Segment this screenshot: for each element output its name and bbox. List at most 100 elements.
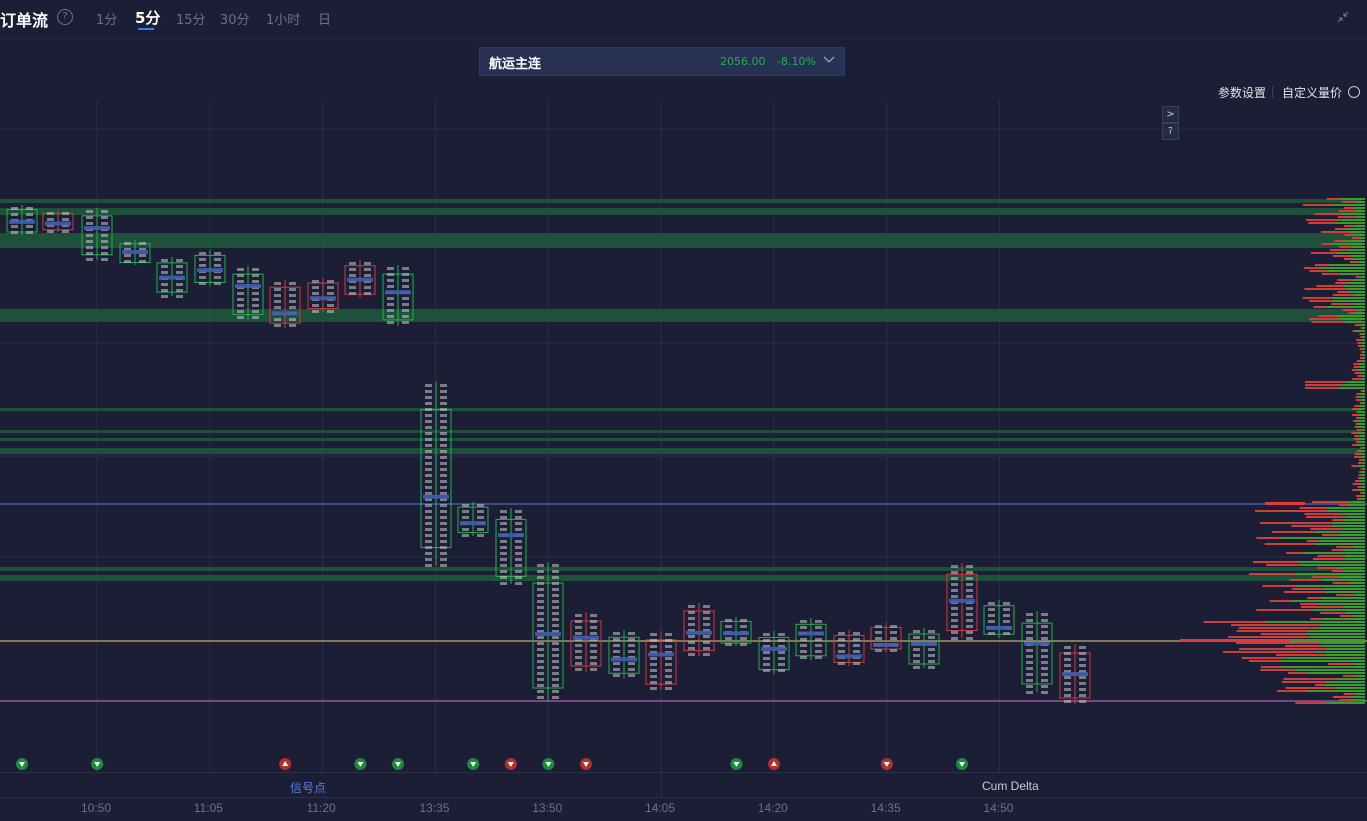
footprint-cell (500, 558, 507, 561)
footprint-cell (387, 303, 394, 306)
volume-profile-buy (1354, 699, 1365, 701)
footprint-cell (237, 274, 244, 277)
footprint-cell (101, 216, 108, 219)
footprint-cell (1064, 670, 1071, 673)
signal-panel-label[interactable]: 信号点 (290, 781, 327, 795)
footprint-cell (613, 632, 620, 635)
footprint-cell (462, 510, 469, 513)
volume-profile-sell (1307, 597, 1322, 599)
footprint-cell (101, 234, 108, 237)
signal-glyph (545, 762, 552, 767)
footprint-cell (139, 242, 146, 245)
footprint-cell (628, 674, 635, 677)
footprint-cell (1041, 667, 1048, 670)
footprint-cell (838, 650, 845, 653)
footprint-cell (214, 264, 221, 267)
footprint-cell (26, 231, 33, 234)
volume-profile-buy (1358, 363, 1365, 365)
collapse-icon[interactable] (1336, 10, 1350, 24)
footprint-cell (890, 625, 897, 628)
volume-profile-sell (1354, 435, 1360, 437)
footprint-cell (462, 504, 469, 507)
footprint-cell (537, 660, 544, 663)
side-help-button[interactable]: ? (1162, 123, 1179, 140)
volume-profile-sell (1236, 630, 1307, 632)
footprint-cell (688, 617, 695, 620)
footprint-cell (477, 528, 484, 531)
footprint-chart[interactable] (0, 100, 1367, 772)
volume-profile-sell (1356, 360, 1363, 362)
footprint-cell (1079, 682, 1086, 685)
volume-profile-buy (1351, 255, 1365, 257)
candle-body (683, 610, 715, 652)
volume-profile-buy (1360, 474, 1365, 476)
volume-profile-sell (1352, 237, 1361, 239)
custom-volume-button[interactable]: 自定义量价 (1282, 86, 1343, 100)
cum-delta-label[interactable]: Cum Delta (982, 779, 1039, 793)
volume-profile-sell (1303, 267, 1319, 269)
footprint-cell (537, 684, 544, 687)
footprint-cell (1041, 679, 1048, 682)
volume-profile-buy (1346, 288, 1365, 290)
footprint-cell (1026, 679, 1033, 682)
footprint-cell (176, 265, 183, 268)
volume-profile-buy (1356, 408, 1365, 410)
params-settings-button[interactable]: 参数设置 (1218, 86, 1267, 100)
volume-profile-buy (1337, 387, 1365, 389)
footprint-cell (237, 292, 244, 295)
footprint-cell (1079, 688, 1086, 691)
volume-profile-sell (1343, 693, 1356, 695)
volume-profile-buy (1294, 669, 1365, 671)
tab-1min[interactable]: 1分 (96, 13, 118, 28)
settings-icon[interactable] (1348, 86, 1360, 98)
footprint-cell (237, 304, 244, 307)
footprint-cell (1003, 620, 1010, 623)
volume-profile-buy (1340, 213, 1365, 215)
footprint-cell (590, 614, 597, 617)
x-tick-label: 13:50 (532, 801, 563, 815)
expand-button[interactable]: > (1162, 106, 1179, 123)
footprint-cell (552, 660, 559, 663)
contract-selector[interactable]: 航运主连 2056.00 -8.10% (479, 47, 845, 76)
volume-profile-sell (1338, 210, 1356, 212)
signal-glyph (733, 762, 740, 767)
tab-5min[interactable]: 5分 (135, 9, 161, 27)
footprint-cell (1026, 655, 1033, 658)
footprint-cell (515, 570, 522, 573)
volume-profile-buy (1321, 645, 1365, 647)
volume-zone-band (0, 199, 1362, 203)
volume-profile-buy (1357, 432, 1365, 434)
volume-profile-sell (1248, 573, 1295, 575)
poc-highlight (986, 625, 1012, 630)
footprint-cell (552, 618, 559, 621)
volume-profile-sell (1344, 207, 1354, 209)
footprint-cell (312, 286, 319, 289)
volume-profile-buy (1362, 348, 1365, 350)
volume-profile-sell (1360, 468, 1363, 470)
tab-1hour[interactable]: 1小时 (266, 13, 301, 28)
help-icon[interactable]: ? (57, 9, 73, 25)
footprint-cell (515, 516, 522, 519)
volume-profile-sell (1311, 321, 1345, 323)
volume-profile-buy (1362, 390, 1365, 392)
footprint-cell (252, 298, 259, 301)
signal-glyph (959, 762, 965, 767)
footprint-cell (500, 540, 507, 543)
tab-day[interactable]: 日 (318, 13, 332, 28)
footprint-cell (875, 631, 882, 634)
footprint-cell (575, 626, 582, 629)
tab-30min[interactable]: 30分 (220, 13, 250, 28)
footprint-cell (650, 657, 657, 660)
footprint-cell (199, 282, 206, 285)
footprint-cell (537, 588, 544, 591)
footprint-cell (1041, 625, 1048, 628)
volume-profile-sell (1353, 420, 1357, 422)
volume-profile-sell (1256, 537, 1281, 539)
volume-profile-buy (1326, 510, 1365, 512)
volume-profile-sell (1299, 507, 1328, 509)
footprint-cell (951, 565, 958, 568)
footprint-cell (740, 643, 747, 646)
volume-profile-sell (1349, 261, 1359, 263)
footprint-cell (575, 632, 582, 635)
tab-15min[interactable]: 15分 (176, 13, 206, 28)
